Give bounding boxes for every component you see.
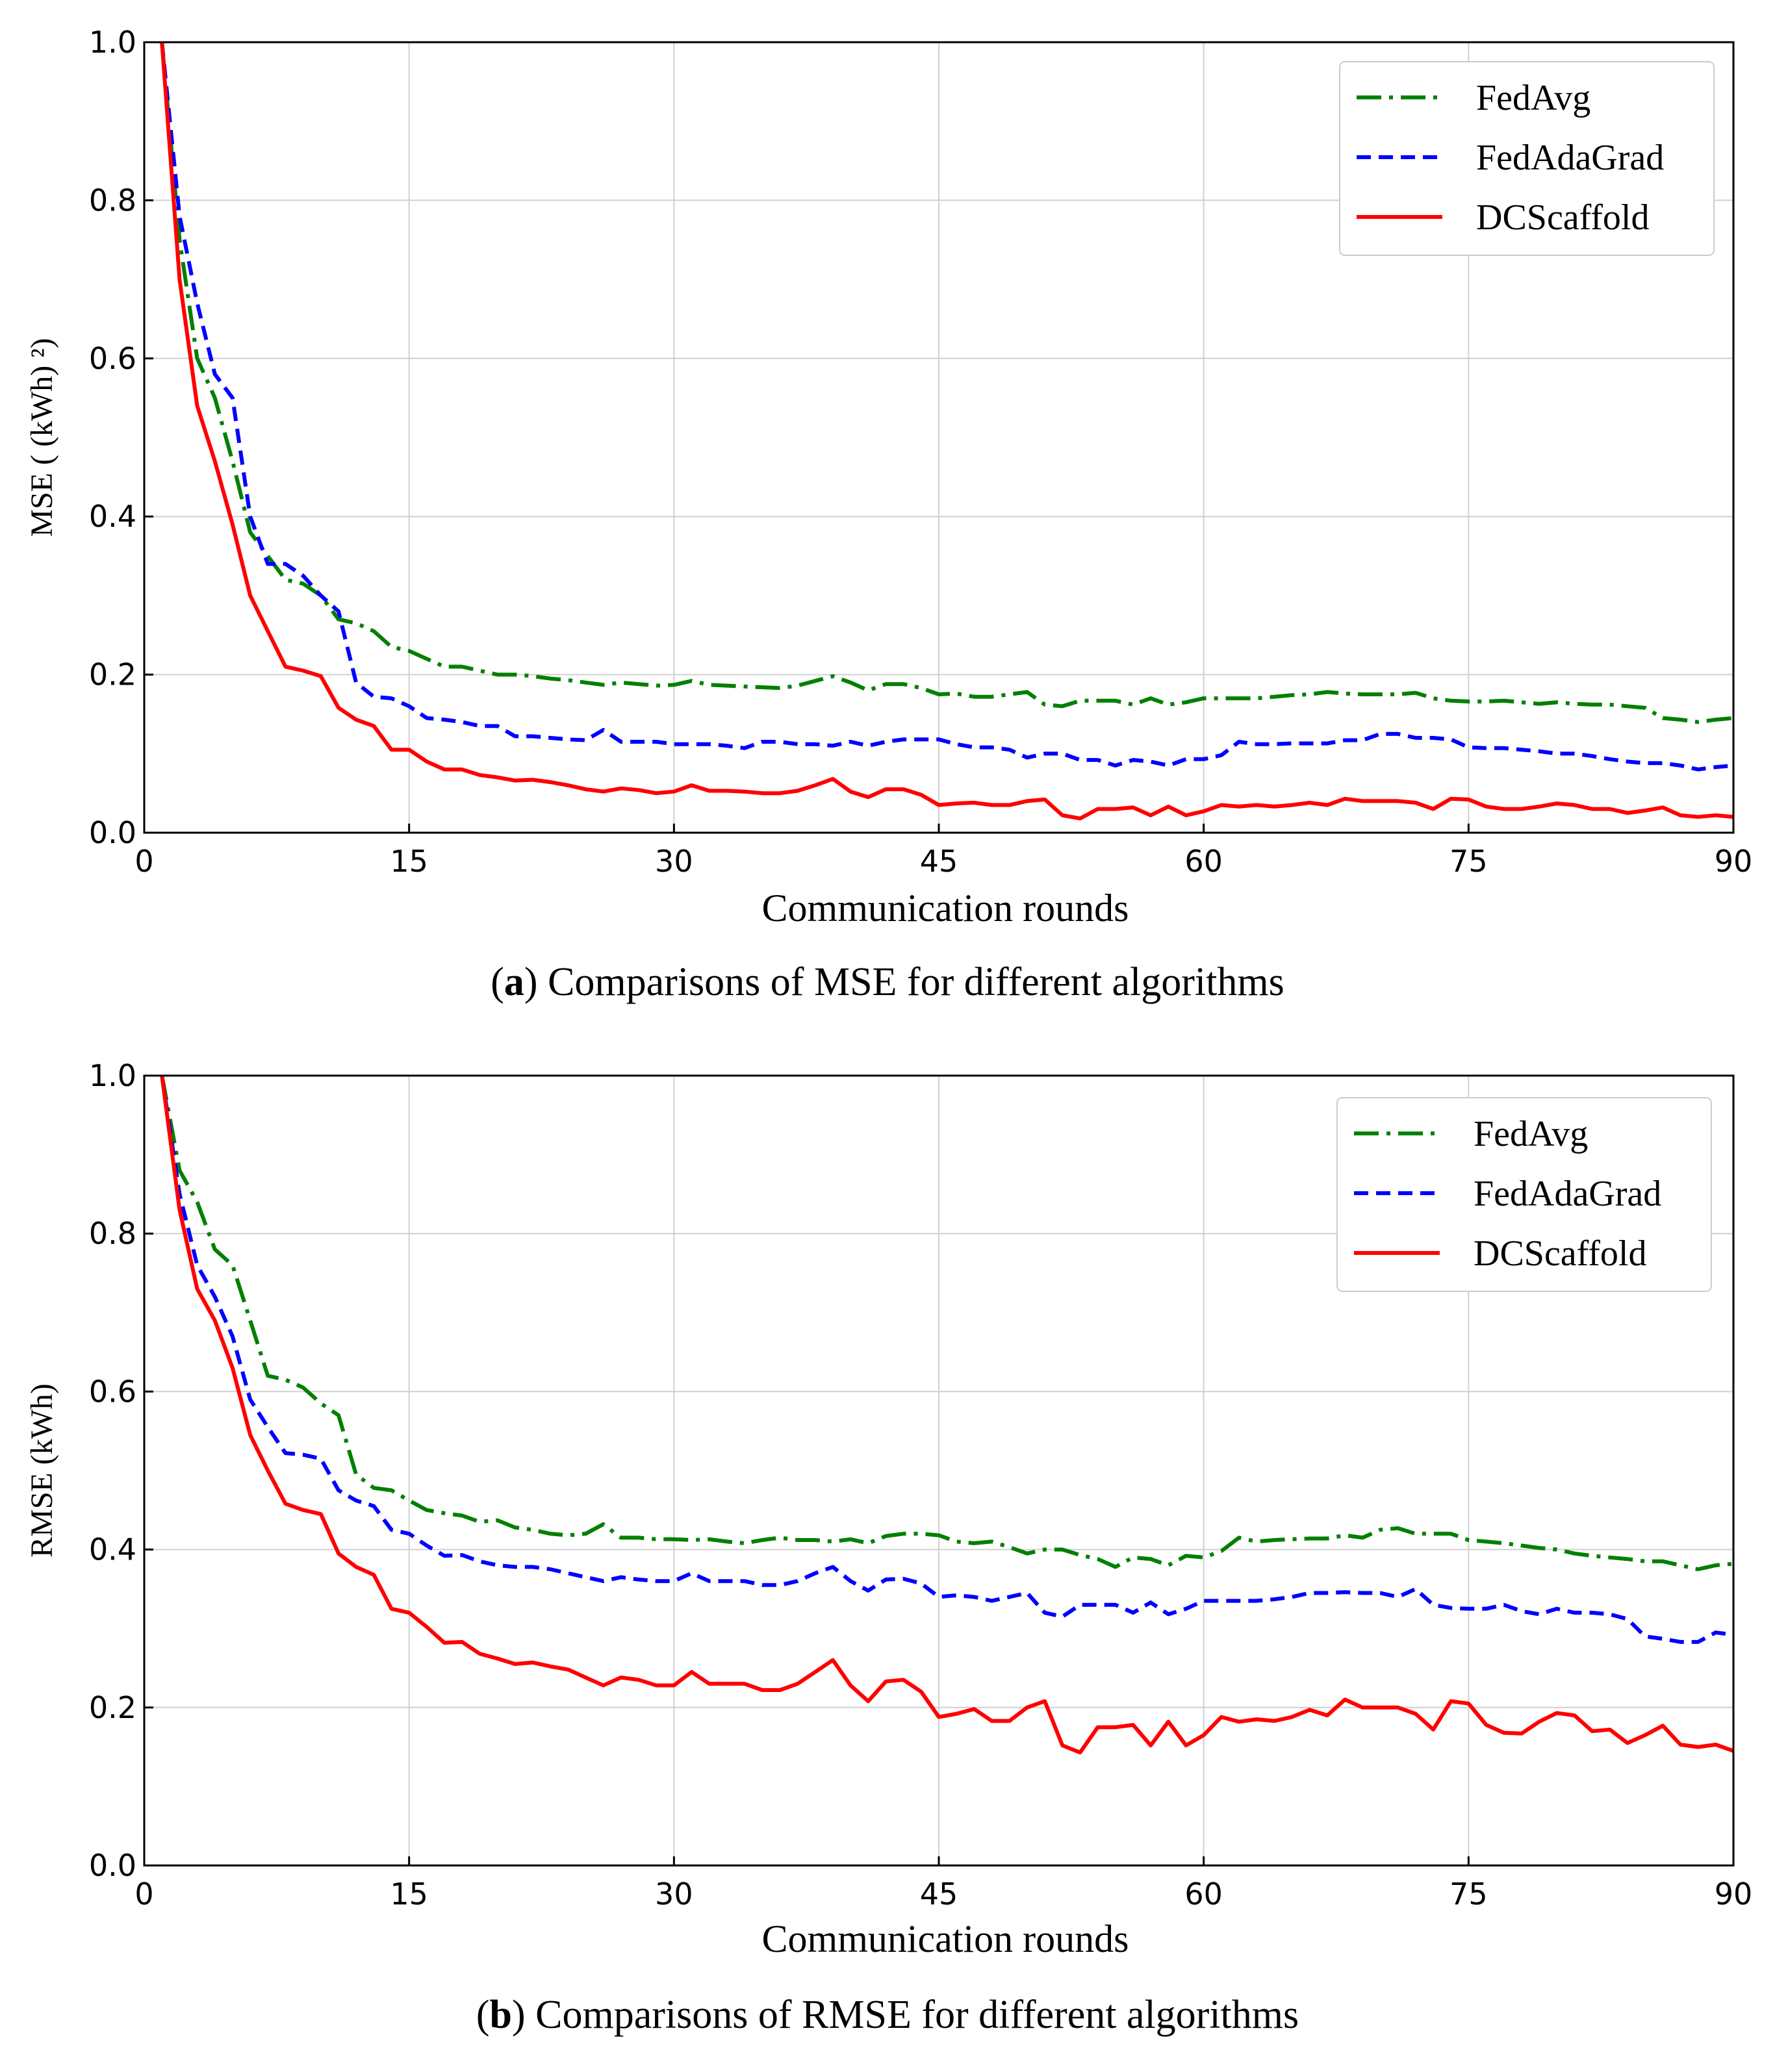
legend-label-fedadagrad: FedAdaGrad [1474,1174,1661,1214]
series-line-fedavg [160,42,1733,724]
x-tick-label: 75 [1449,844,1488,879]
x-tick-label: 0 [134,1876,153,1912]
series-line-fedavg [160,1075,1733,1571]
x-tick-label: 0 [134,844,153,879]
figure-caption: (b) Comparisons of RMSE for different al… [476,1993,1299,2037]
x-tick-label: 60 [1184,844,1223,879]
x-tick-label: 45 [920,1876,958,1912]
legend-box [1339,61,1715,256]
y-tick-label: 0.4 [89,499,136,534]
caption-text: ) Comparisons of MSE for different algor… [524,960,1284,1004]
legend-label-dcscaffold: DCScaffold [1476,197,1650,238]
y-axis-title: MSE ( (kWh) ²) [25,338,59,537]
x-tick-label: 90 [1715,1876,1753,1912]
caption-letter: a [504,960,524,1004]
caption-letter: b [490,1993,512,2037]
x-tick-label: 15 [390,844,428,879]
y-tick-label: 1.0 [89,25,136,60]
y-tick-label: 0.0 [89,815,136,850]
x-tick-label: 60 [1184,1876,1223,1912]
y-tick-label: 1.0 [89,1058,136,1093]
legend-label-fedavg: FedAvg [1474,1114,1588,1154]
series-group [160,1075,1733,1755]
x-tick-label: 30 [655,844,693,879]
x-tick-label: 15 [390,1876,428,1912]
y-tick-label: 0.2 [89,1690,136,1725]
caption-text: ) Comparisons of RMSE for different algo… [512,1993,1299,2037]
legend-box [1336,1097,1712,1292]
x-axis-title: Communication rounds [762,887,1129,929]
y-axis-title: RMSE (kWh) [25,1383,59,1558]
chart-panel-b: 0 15 30 45 60 75 90 0.0 0.2 0.4 0.6 0.8 1.0 Communica… [25,1058,1752,2037]
x-tick-label: 75 [1449,1876,1488,1912]
series-line-fedadagrad [160,1075,1733,1644]
caption-open-paren: ( [476,1993,490,2037]
y-tick-label: 0.8 [89,1216,136,1251]
y-tick-label: 0.0 [89,1848,136,1883]
legend-label-fedavg: FedAvg [1476,78,1590,118]
y-tick-label: 0.8 [89,183,136,218]
y-tick-label: 0.6 [89,1374,136,1409]
series-line-dcscaffold [160,42,1733,821]
x-tick-label: 45 [920,844,958,879]
chart-panel-a: 0 15 30 45 60 75 90 0.0 0.2 0.4 0.6 0.8 1.0 Communica… [25,25,1752,1004]
panels: 0 15 30 45 60 75 90 0.0 0.2 0.4 0.6 0.8 1.0 Communica… [25,25,1752,2037]
series-group [160,42,1733,821]
y-tick-label: 0.6 [89,341,136,376]
y-tick-label: 0.4 [89,1532,136,1567]
legend: FedAvg FedAdaGrad DCScaffold [1336,1097,1712,1292]
x-tick-label: 90 [1715,844,1753,879]
series-line-fedadagrad [160,42,1733,772]
x-axis-title: Communication rounds [762,1917,1129,1960]
caption-open-paren: ( [491,960,504,1004]
legend-label-fedadagrad: FedAdaGrad [1476,138,1664,178]
y-tick-label: 0.2 [89,657,136,692]
legend: FedAvg FedAdaGrad DCScaffold [1339,61,1715,256]
x-tick-label: 30 [655,1876,693,1912]
legend-label-dcscaffold: DCScaffold [1474,1233,1647,1274]
series-line-dcscaffold [160,1075,1733,1755]
figure-caption: (a) Comparisons of MSE for different alg… [491,960,1284,1004]
